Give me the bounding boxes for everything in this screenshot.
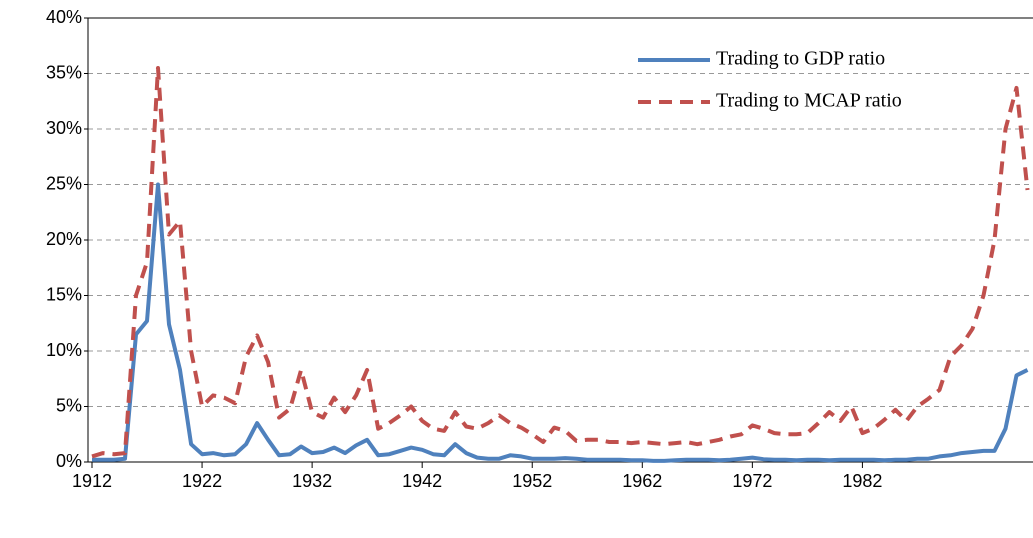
x-tick-label: 1962 xyxy=(622,471,662,491)
y-tick-label: 0% xyxy=(56,451,82,471)
y-tick-label: 5% xyxy=(56,395,82,415)
y-tick-label: 25% xyxy=(46,173,82,193)
plot-area xyxy=(91,66,1030,463)
y-tick-label: 15% xyxy=(46,284,82,304)
legend-label: Trading to MCAP ratio xyxy=(716,90,902,112)
legend-label: Trading to GDP ratio xyxy=(716,48,885,70)
x-tick-label: 1972 xyxy=(732,471,772,491)
y-tick-label: 20% xyxy=(46,229,82,249)
x-tick-label: 1982 xyxy=(842,471,882,491)
data-line xyxy=(91,66,1030,459)
x-tick-label: 1922 xyxy=(182,471,222,491)
y-tick-label: 40% xyxy=(46,7,82,27)
x-tick-label: 1932 xyxy=(292,471,332,491)
y-tick-label: 35% xyxy=(46,62,82,82)
x-tick-label: 1912 xyxy=(72,471,112,491)
data-line xyxy=(92,182,1029,463)
x-tick-label: 1942 xyxy=(402,471,442,491)
x-tick-label: 1952 xyxy=(512,471,552,491)
y-tick-label: 30% xyxy=(46,118,82,138)
y-tick-label: 10% xyxy=(46,340,82,360)
